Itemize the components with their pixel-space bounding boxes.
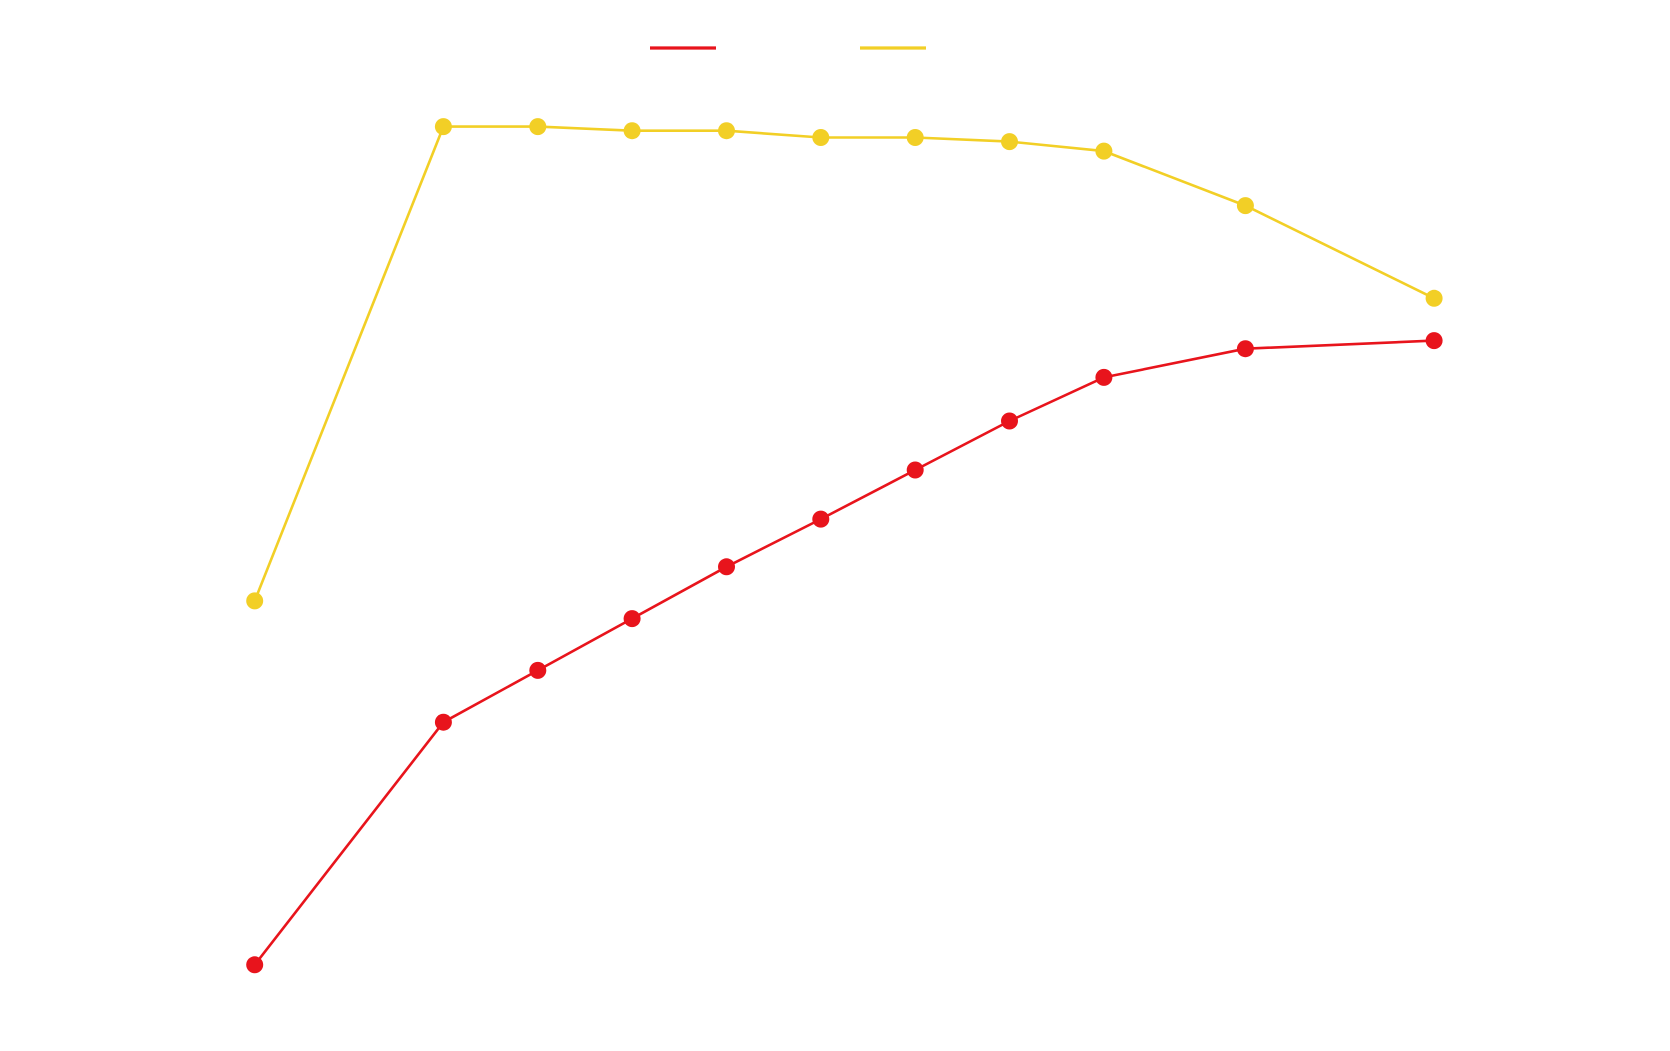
series-1-point-7 bbox=[906, 461, 924, 479]
series-2-point-6 bbox=[812, 129, 830, 146]
series-1-point-3 bbox=[529, 661, 547, 679]
series-2-point-4 bbox=[623, 122, 641, 140]
plot-area bbox=[246, 118, 1443, 974]
series-2-point-2 bbox=[434, 118, 452, 136]
series-2-point-1 bbox=[246, 592, 264, 610]
series-1-point-8 bbox=[1001, 412, 1018, 430]
series-2-point-5 bbox=[718, 122, 735, 140]
series-2-point-8 bbox=[1001, 133, 1018, 151]
series-2-point-3 bbox=[529, 118, 547, 136]
series-1-point-6 bbox=[812, 510, 830, 528]
series-2-point-11 bbox=[1425, 289, 1443, 307]
series-1-point-1 bbox=[246, 956, 264, 974]
series-1-point-5 bbox=[718, 558, 735, 576]
series-1-point-9 bbox=[1095, 368, 1113, 386]
series-2-point-9 bbox=[1095, 142, 1113, 160]
series-1-point-11 bbox=[1425, 332, 1443, 350]
series-2-point-10 bbox=[1236, 197, 1254, 215]
series-1-point-4 bbox=[623, 610, 641, 628]
series-2-point-7 bbox=[906, 129, 924, 146]
series-1-point-10 bbox=[1236, 340, 1254, 358]
series-1-point-2 bbox=[434, 713, 452, 731]
